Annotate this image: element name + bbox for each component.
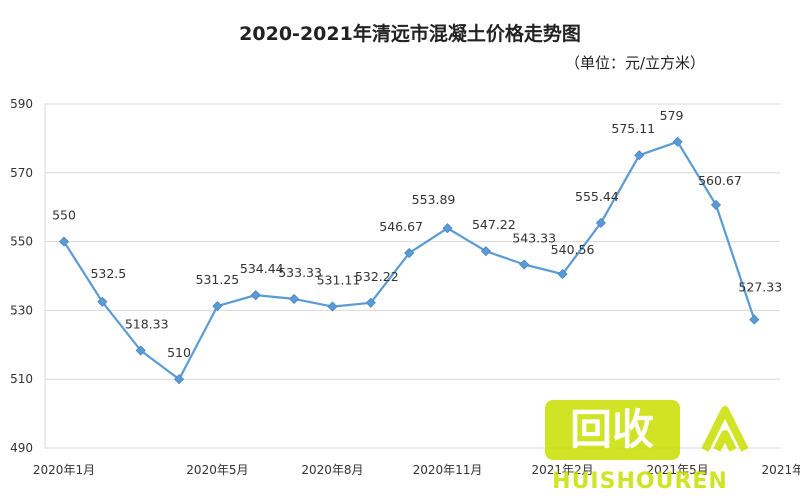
data-label: 546.67 bbox=[379, 219, 423, 234]
data-label: 510 bbox=[167, 345, 191, 360]
unit-note: （单位：元/立方米） bbox=[565, 54, 705, 72]
data-labels: 550 532.5 518.33 510 531.25534.44533.33531.1… bbox=[52, 108, 782, 360]
data-point bbox=[519, 259, 530, 270]
data-point bbox=[58, 236, 70, 247]
data-point bbox=[404, 247, 415, 259]
chart-title: 2020-2021年清远市混凝土价格走势图 bbox=[239, 22, 581, 45]
data-label: 531.25 bbox=[196, 272, 240, 287]
x-tick-label: 2021年8月 bbox=[762, 463, 800, 477]
grid-lines bbox=[44, 103, 780, 449]
watermark-cn-text: 回收 bbox=[570, 405, 654, 454]
y-tick-label: 510 bbox=[10, 372, 33, 386]
x-tick-label: 2020年5月 bbox=[186, 463, 248, 477]
data-label: 555.44 bbox=[575, 189, 619, 204]
data-point bbox=[710, 199, 722, 210]
y-tick-label: 590 bbox=[10, 97, 33, 111]
data-point bbox=[289, 293, 300, 305]
y-axis-ticks: 490 510 530 550 570 590 bbox=[10, 97, 33, 455]
data-point bbox=[97, 296, 108, 307]
data-label: 533.33 bbox=[278, 265, 322, 280]
y-tick-label: 550 bbox=[10, 235, 33, 249]
x-tick-label: 2020年11月 bbox=[413, 463, 483, 477]
y-tick-label: 570 bbox=[10, 166, 33, 180]
data-point bbox=[634, 150, 645, 161]
data-label: 579 bbox=[660, 108, 684, 123]
y-tick-label: 530 bbox=[10, 303, 33, 317]
data-label: 531.11 bbox=[317, 273, 361, 288]
data-point bbox=[365, 297, 376, 308]
data-point bbox=[442, 223, 453, 234]
data-label: 547.22 bbox=[472, 217, 516, 232]
data-point bbox=[480, 246, 491, 257]
data-label: 534.44 bbox=[240, 261, 284, 276]
data-point bbox=[749, 314, 760, 325]
watermark-logo: 回收 HUISHOUREN bbox=[545, 400, 749, 494]
x-tick-label: 2020年1月 bbox=[33, 463, 95, 477]
data-label: 553.89 bbox=[412, 192, 456, 207]
data-label: 575.11 bbox=[611, 121, 655, 136]
y-tick-label: 490 bbox=[10, 441, 33, 455]
data-point bbox=[173, 374, 185, 385]
data-label: 543.33 bbox=[512, 231, 556, 246]
watermark-en-text: HUISHOUREN bbox=[552, 469, 728, 494]
data-point bbox=[557, 269, 568, 280]
x-axis-ticks: 2020年1月 2020年5月 2020年8月 2020年11月 2021年2月 2021… bbox=[33, 463, 800, 477]
series-price bbox=[58, 136, 760, 385]
data-point bbox=[135, 345, 146, 356]
data-point bbox=[672, 136, 683, 147]
x-tick-label: 2020年8月 bbox=[301, 463, 363, 477]
data-point bbox=[595, 217, 606, 228]
data-point bbox=[327, 301, 338, 312]
data-label: 550 bbox=[52, 208, 76, 223]
x-tick-label: 2021年5月 bbox=[647, 463, 709, 477]
data-label: 527.33 bbox=[738, 280, 782, 295]
data-point bbox=[212, 301, 223, 312]
data-label: 540.56 bbox=[551, 242, 595, 257]
data-label: 560.67 bbox=[698, 173, 742, 188]
data-label: 532.22 bbox=[355, 269, 399, 284]
data-point bbox=[250, 290, 261, 301]
x-tick-label: 2021年2月 bbox=[531, 463, 593, 477]
series-line bbox=[63, 140, 756, 381]
data-label: 532.5 bbox=[90, 266, 126, 281]
data-label: 518.33 bbox=[125, 317, 169, 332]
